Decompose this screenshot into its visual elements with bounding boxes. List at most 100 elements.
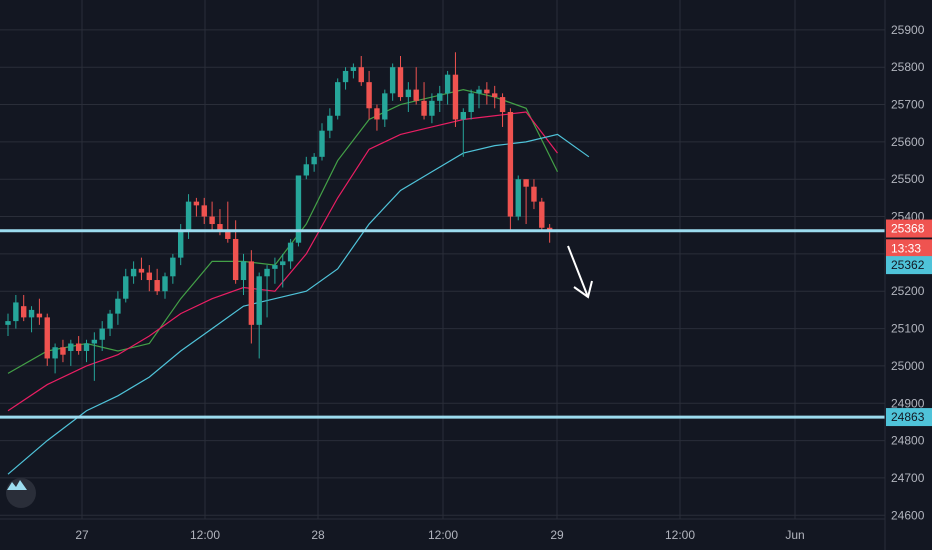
candle-body — [476, 89, 482, 94]
candle — [201, 197, 207, 225]
candle — [280, 253, 286, 288]
candle-body — [232, 238, 239, 281]
candle-body — [28, 309, 35, 318]
price-tick-label: 24800 — [891, 434, 925, 448]
price-tag: 13:33 — [886, 239, 932, 258]
price-tag-label: 24863 — [891, 410, 925, 424]
candle — [193, 197, 200, 217]
price-tick-label: 25500 — [891, 172, 925, 186]
time-axis[interactable]: 27 12:00 28 12:00 29 12:00 Jun — [75, 528, 804, 542]
tradingview-logo-icon[interactable] — [6, 478, 36, 508]
candle — [452, 52, 459, 127]
candle-body — [499, 97, 506, 113]
candle — [287, 238, 294, 269]
candle — [437, 85, 443, 113]
candle-body — [405, 89, 412, 98]
candle — [146, 265, 152, 292]
candle — [413, 67, 419, 105]
candle-body — [13, 302, 19, 322]
candle — [342, 67, 349, 90]
candle-body — [107, 313, 113, 329]
candle — [240, 253, 247, 295]
candle — [170, 253, 176, 284]
candle — [83, 339, 90, 363]
candle — [28, 306, 35, 333]
candle — [444, 70, 451, 105]
candle-body — [303, 164, 309, 176]
candle-body — [484, 89, 490, 94]
candle-body — [240, 261, 247, 281]
candle — [460, 108, 466, 157]
candle-body — [460, 112, 466, 120]
candle — [130, 261, 137, 284]
candle-body — [52, 347, 58, 359]
price-tags: 25368 13:33 25362 24863 — [886, 219, 932, 427]
candle-body — [397, 67, 404, 98]
candle — [507, 108, 514, 232]
time-tick-label: 12:00 — [428, 528, 458, 542]
candle-body — [280, 261, 286, 266]
candle-body — [162, 276, 168, 292]
candle-body — [539, 201, 545, 228]
candle — [476, 85, 482, 109]
candle-body — [429, 100, 435, 116]
ma-slow-line — [7, 133, 590, 475]
price-tag: 25362 — [886, 256, 932, 275]
candle — [154, 268, 160, 295]
candle — [99, 321, 105, 351]
candle-body — [335, 82, 341, 116]
candle — [68, 339, 74, 366]
candle-body — [123, 276, 129, 299]
candle-body — [5, 321, 11, 325]
price-tick-label: 25900 — [891, 23, 925, 37]
ma-mid-line — [7, 111, 558, 412]
candle — [256, 272, 262, 359]
candle — [515, 175, 521, 221]
candle — [546, 224, 553, 243]
horizontal-lines[interactable] — [0, 229, 885, 419]
candle-body — [492, 93, 498, 98]
price-tag: 25368 — [886, 219, 932, 238]
candle — [492, 85, 498, 109]
down-arrow-annotation[interactable] — [567, 245, 593, 299]
candle — [107, 309, 113, 337]
candle-body — [256, 276, 262, 325]
candle-body — [272, 265, 278, 269]
price-tick-label: 24900 — [891, 396, 925, 410]
time-tick-label: 12:00 — [190, 528, 220, 542]
candle-body — [311, 156, 317, 165]
price-tick-label: 24600 — [891, 508, 925, 522]
candle — [531, 179, 537, 210]
candle — [468, 89, 474, 120]
candle — [123, 268, 129, 303]
candle — [358, 56, 364, 86]
candle — [138, 257, 145, 281]
candle — [264, 265, 270, 318]
candle-body — [60, 347, 66, 355]
candle — [5, 313, 11, 337]
candles — [5, 52, 553, 381]
candle — [366, 70, 372, 120]
price-tick-label: 25600 — [891, 135, 925, 149]
candle-body — [507, 112, 514, 217]
price-tick-label: 25200 — [891, 284, 925, 298]
candle — [374, 104, 380, 131]
candle — [484, 82, 490, 105]
price-tick-label: 25000 — [891, 359, 925, 373]
price-tag-bg — [886, 408, 932, 427]
candle — [91, 332, 98, 381]
candle-body — [515, 179, 521, 217]
candle-body — [138, 268, 145, 273]
candle-body — [99, 328, 105, 340]
candle-body — [146, 272, 152, 281]
candle — [248, 250, 255, 344]
candle-body — [44, 317, 50, 359]
candle — [115, 291, 121, 325]
candle — [405, 82, 412, 113]
price-tag-bg — [886, 256, 932, 275]
price-tag-label: 25368 — [891, 222, 925, 236]
candle — [75, 336, 82, 355]
candle-body — [350, 67, 357, 71]
